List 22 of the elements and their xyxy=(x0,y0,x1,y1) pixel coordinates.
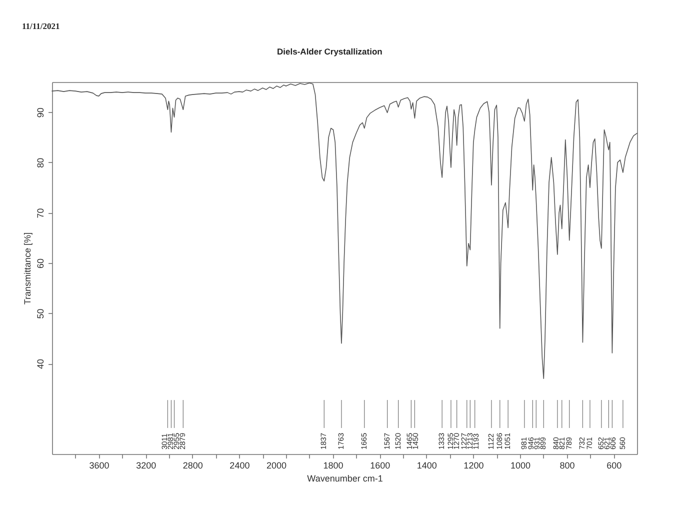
y-tick-label: 50 xyxy=(36,308,46,319)
x-tick-label: 2400 xyxy=(230,460,250,470)
x-tick-label: 600 xyxy=(606,460,622,470)
text: 11/11/2021 xyxy=(22,21,60,31)
x-axis-title: Wavenumber cm-1 xyxy=(307,474,383,484)
y-tick-label: 40 xyxy=(36,359,46,370)
y-tick-label: 60 xyxy=(36,258,46,268)
x-tick-label: 1400 xyxy=(416,460,437,470)
x-tick-label: 3200 xyxy=(136,460,156,470)
y-tick-label: 80 xyxy=(36,158,46,168)
x-tick-label: 1000 xyxy=(510,460,531,470)
x-tick-label: 1600 xyxy=(370,460,390,470)
x-tick-label: 2000 xyxy=(266,460,286,470)
x-tick-label: 800 xyxy=(560,460,575,470)
y-tick-label: 70 xyxy=(36,208,46,218)
x-tick-label: 1200 xyxy=(464,460,484,470)
y-tick-label: 90 xyxy=(36,108,46,118)
chart-title: Diels-Alder Crystallization xyxy=(277,46,382,56)
x-tick-label: 3600 xyxy=(89,460,110,470)
y-axis-title: Transmittance [%] xyxy=(22,232,32,305)
x-tick-label: 2800 xyxy=(182,460,203,470)
x-tick-label: 1800 xyxy=(323,460,344,470)
